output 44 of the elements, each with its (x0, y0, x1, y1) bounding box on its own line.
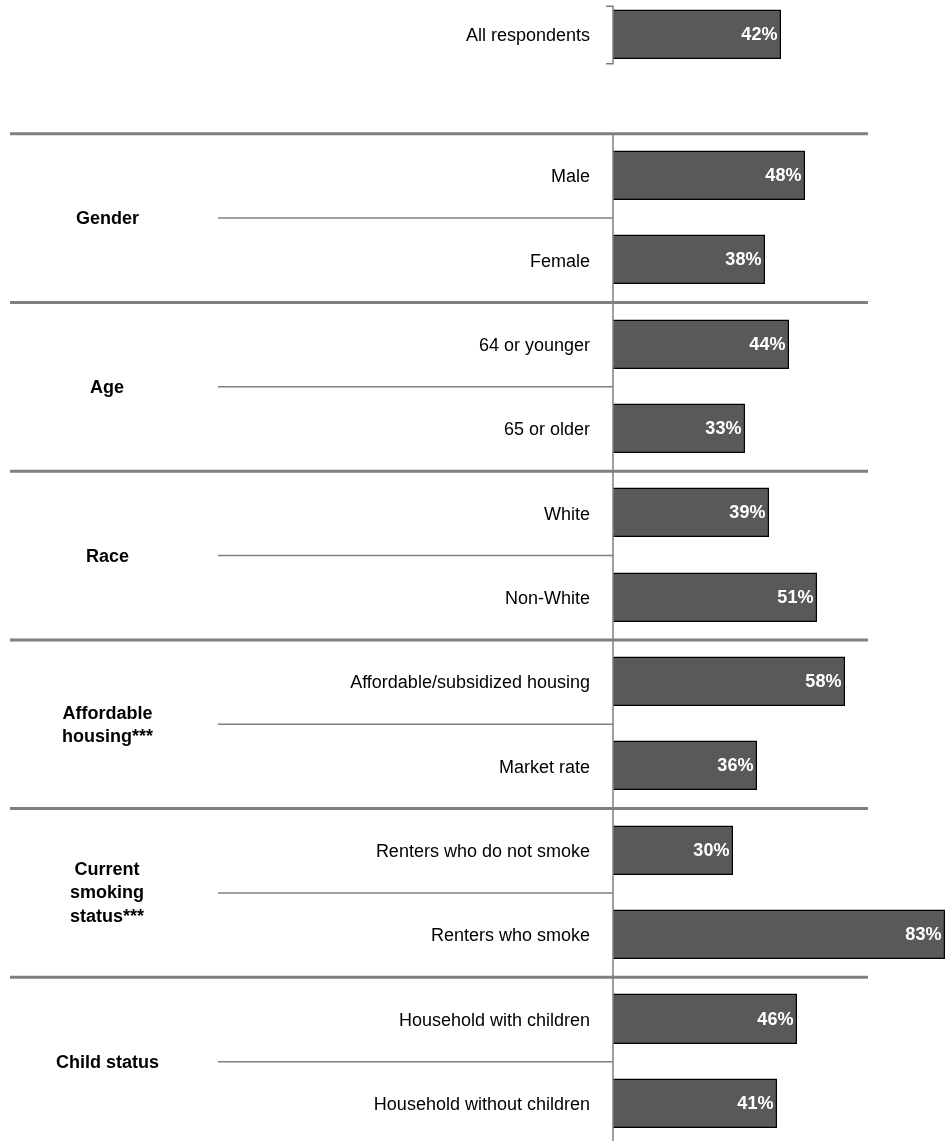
bar (613, 909, 945, 959)
text: Current smoking status*** (70, 859, 145, 926)
bar (613, 1078, 777, 1128)
y-tick-label: Male (550, 166, 590, 187)
text: Affordable housing*** (62, 703, 154, 747)
data-label: 30% (693, 840, 730, 861)
data-label: 38% (725, 249, 762, 270)
data-label: 51% (777, 587, 814, 608)
data-label: 83% (905, 924, 942, 945)
text: Age (90, 377, 125, 397)
y-tick-label: Household with children (398, 1009, 590, 1030)
y-tick-label: Affordable/subsidized housing (350, 672, 590, 693)
y-tick-label: All respondents (465, 25, 590, 46)
data-label: 42% (741, 24, 778, 45)
data-label: 41% (737, 1093, 774, 1114)
data-label: 48% (765, 165, 802, 186)
bar (613, 656, 845, 706)
data-label: 36% (717, 755, 754, 776)
text: Race (86, 546, 130, 566)
y-tick-label: Household without children (373, 1094, 590, 1115)
y-tick-label: Market rate (498, 756, 590, 777)
bar (613, 572, 817, 622)
data-label: 58% (805, 671, 842, 692)
text: Gender (76, 208, 140, 228)
y-tick-label: Renters who smoke (430, 925, 590, 946)
data-label: 46% (757, 1008, 794, 1029)
y-tick-label: Non-White (504, 588, 590, 609)
text: Child status (56, 1052, 160, 1072)
bar (613, 740, 757, 790)
data-label: 39% (729, 502, 766, 523)
bar (613, 150, 805, 200)
data-label: 33% (705, 418, 742, 439)
data-label: 44% (749, 334, 786, 355)
bar (613, 234, 765, 284)
bar (613, 487, 769, 537)
y-tick-label: 65 or older (503, 419, 590, 440)
bar (613, 993, 797, 1044)
bar (613, 403, 745, 453)
bar (613, 319, 789, 369)
bar (613, 825, 733, 875)
y-tick-label: 64 or younger (478, 334, 590, 355)
y-tick-label: Renters who do not smoke (375, 841, 590, 862)
y-tick-label: Female (529, 250, 590, 271)
y-tick-label: White (543, 503, 590, 524)
